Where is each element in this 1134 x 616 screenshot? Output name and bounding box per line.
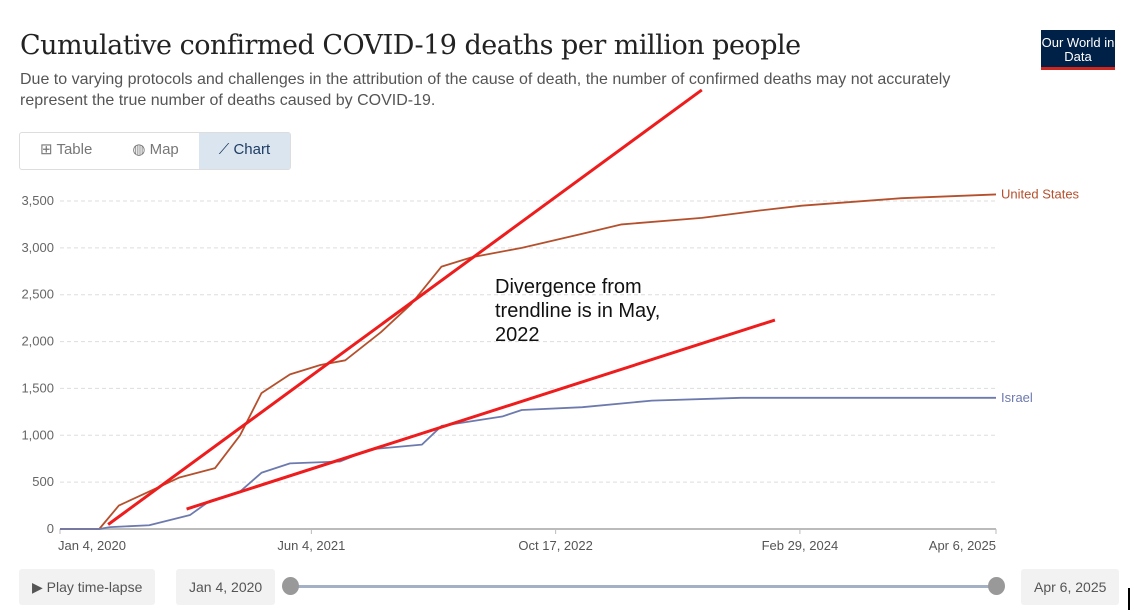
annotation: Divergence from trendline is in May, 202… xyxy=(495,276,661,346)
x-tick-label: Oct 17, 2022 xyxy=(518,538,592,553)
end-date-button[interactable]: Apr 6, 2025 xyxy=(1021,569,1120,605)
trendline xyxy=(186,318,776,511)
trendline xyxy=(107,88,703,526)
play-icon: ▶ xyxy=(32,579,47,595)
line-chart-icon: ⟋ xyxy=(218,141,234,158)
y-tick-label: 3,500 xyxy=(21,193,54,208)
y-tick-label: 500 xyxy=(32,474,54,489)
x-tick-label: Feb 29, 2024 xyxy=(762,538,839,553)
text-cursor xyxy=(1128,588,1130,610)
series-line-israel xyxy=(60,396,996,530)
y-tick-label: 0 xyxy=(47,521,54,536)
x-tick-label: Jun 4, 2021 xyxy=(277,538,345,553)
x-tick-label: Jan 4, 2020 xyxy=(58,538,126,553)
globe-icon: ◍ xyxy=(132,141,150,158)
view-tabs: ⊞ Table ◍ Map ⟋ Chart xyxy=(19,132,292,170)
play-timelapse-button[interactable]: ▶ Play time-lapse xyxy=(19,569,156,605)
tab-chart[interactable]: ⟋ Chart xyxy=(198,133,291,169)
play-label: Play time-lapse xyxy=(46,579,143,595)
tab-table[interactable]: ⊞ Table xyxy=(20,133,112,169)
timeline-start-handle[interactable] xyxy=(282,577,299,595)
timeline-end-handle[interactable] xyxy=(988,577,1005,595)
series-label: Israel xyxy=(1001,390,1033,405)
tab-label: Table xyxy=(56,141,93,158)
y-tick-label: 2,000 xyxy=(21,334,54,349)
start-date-button[interactable]: Jan 4, 2020 xyxy=(176,569,276,605)
series-line-united-states xyxy=(60,193,997,530)
table-icon: ⊞ xyxy=(40,141,57,158)
subtitle: Due to varying protocols and challenges … xyxy=(20,71,951,109)
x-tick-label: Apr 6, 2025 xyxy=(929,538,996,553)
owid-logo[interactable]: Our World in Data xyxy=(1041,30,1115,70)
series-label: United States xyxy=(1001,186,1080,201)
page-title: Cumulative confirmed COVID-19 deaths per… xyxy=(20,30,801,61)
y-tick-label: 2,500 xyxy=(21,287,54,302)
y-tick-label: 3,000 xyxy=(21,240,54,255)
timeline-track[interactable] xyxy=(290,585,997,588)
y-tick-label: 1,500 xyxy=(21,380,54,395)
tab-map[interactable]: ◍ Map xyxy=(112,133,198,169)
y-tick-label: 1,000 xyxy=(21,427,54,442)
tab-label: Map xyxy=(149,141,179,158)
tab-label: Chart xyxy=(233,141,271,158)
